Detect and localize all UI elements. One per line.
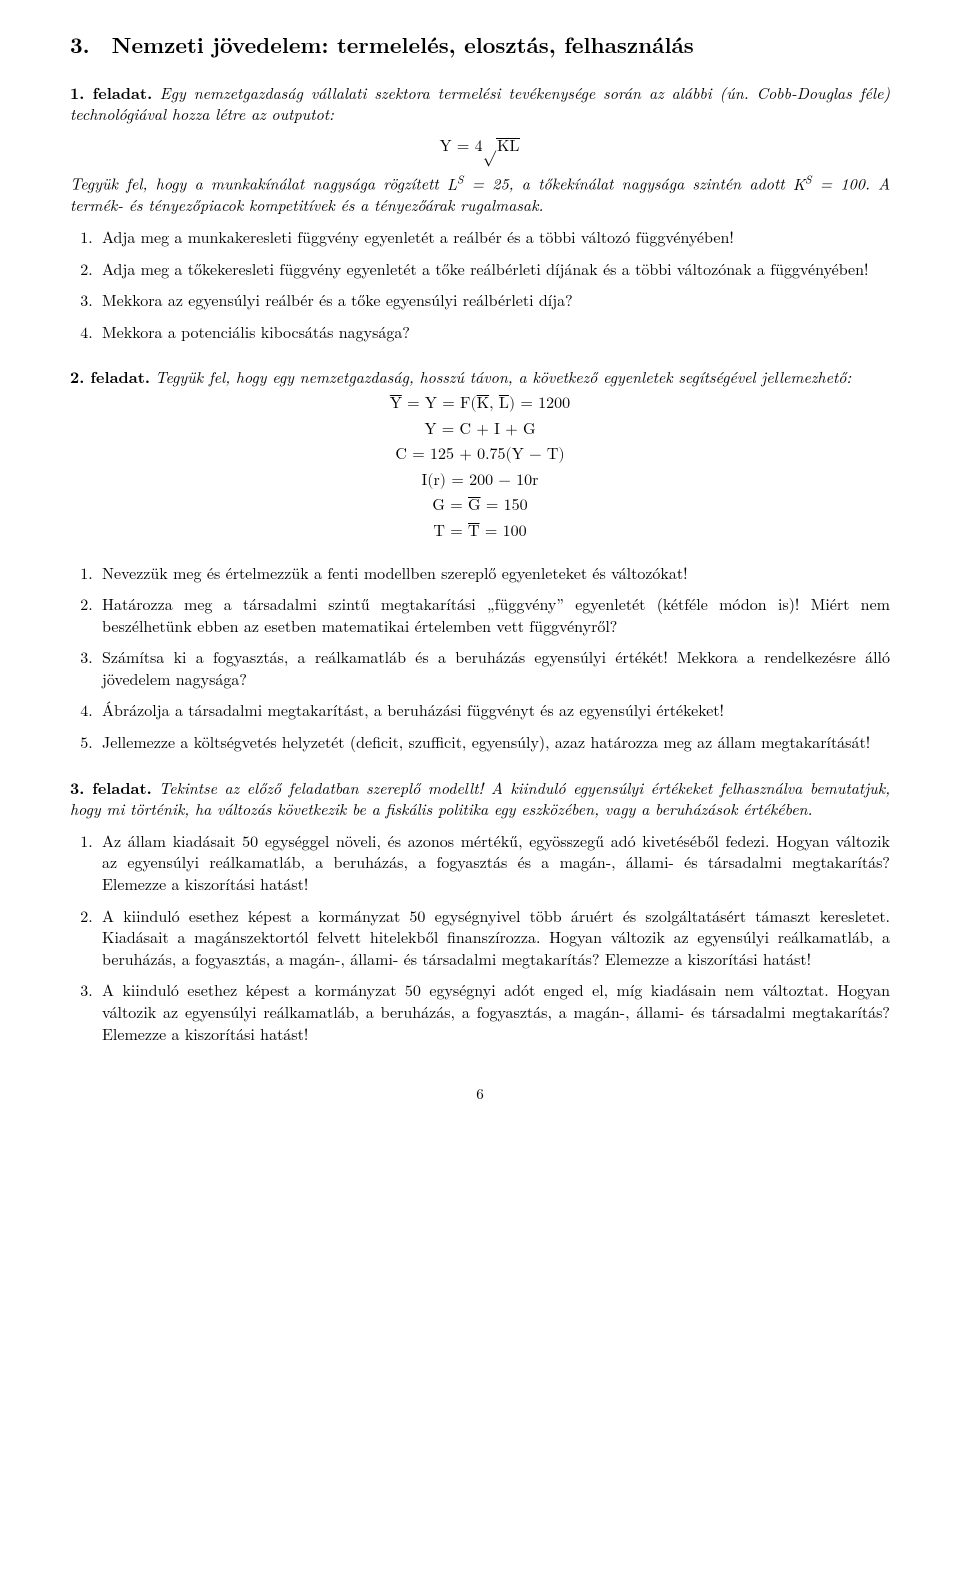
task-3-q1: Az állam kiadásait 50 egységgel növeli, … — [98, 830, 890, 895]
task-1-intro: 1. feladat. Egy nemzetgazdaság vállalati… — [70, 82, 890, 125]
eq-line-6: T = T = 100 — [70, 522, 890, 544]
page-number: 6 — [70, 1084, 890, 1104]
task-2-equations: Y = Y = F(K, L) = 1200 Y = C + I + G C =… — [70, 394, 890, 544]
task-2-label: 2. feladat. — [70, 365, 150, 388]
sqrt-icon: KL — [483, 137, 521, 159]
task-2-q4: Ábrázolja a társadalmi megtakarítást, a … — [98, 699, 890, 721]
task-3-label: 3. feladat. — [70, 776, 152, 799]
chapter-heading: 3. Nemzeti jövedelem: termelelés, eloszt… — [70, 30, 890, 60]
task-3-intro: 3. feladat. Tekintse az előző feladatban… — [70, 777, 890, 820]
task-3-questions: Az állam kiadásait 50 egységgel növeli, … — [70, 830, 890, 1044]
task-1-label: 1. feladat. — [70, 81, 152, 104]
eq-line-3: C = 125 + 0.75(Y − T) — [70, 445, 890, 467]
task-3-lead: Tekintse az előző feladatban szereplő mo… — [70, 776, 890, 821]
task-1-q2: Adja meg a tőkekeresleti függvény egyenl… — [98, 258, 890, 280]
task-2-q1: Nevezzük meg és értelmezzük a fenti mode… — [98, 562, 890, 584]
eq-line-5: G = G = 150 — [70, 496, 890, 518]
task-2-lead: Tegyük fel, hogy egy nemzetgazdaság, hos… — [155, 365, 851, 388]
eq-line-2: Y = C + I + G — [70, 420, 890, 442]
eq-line-4: I(r) = 200 − 10r — [70, 471, 890, 493]
task-1-equation: Y = 4KL — [70, 137, 890, 159]
task-1-conditions: Tegyük fel, hogy a munkakínálat nagysága… — [70, 172, 890, 216]
task-1-lead: Egy nemzetgazdaság vállalati szektora te… — [70, 81, 890, 126]
cond-text-a: Tegyük fel, hogy a munkakínálat nagysága… — [70, 172, 447, 195]
task-1-q1: Adja meg a munkakeresleti függvény egyen… — [98, 226, 890, 248]
task-1-q3: Mekkora az egyensúlyi reálbér és a tőke … — [98, 289, 890, 311]
task-2-q5: Jellemezze a költségvetés helyzetét (def… — [98, 731, 890, 753]
task-2-q2: Határozza meg a társadalmi szintű megtak… — [98, 593, 890, 636]
task-1-q4: Mekkora a potenciális kibocsátás nagyság… — [98, 321, 890, 343]
task-2-intro: 2. feladat. Tegyük fel, hogy egy nemzetg… — [70, 366, 890, 388]
task-2-q3: Számítsa ki a fogyasztás, a reálkamatláb… — [98, 646, 890, 689]
task-3-q2: A kiinduló esethez képest a kormányzat 5… — [98, 905, 890, 970]
eq-lhs: Y = 4 — [440, 139, 483, 155]
cond-text-b: = 25, a tőkekínálat nagysága szintén ado… — [464, 172, 793, 195]
ls-symbol: LS — [447, 172, 464, 195]
task-2-questions: Nevezzük meg és értelmezzük a fenti mode… — [70, 562, 890, 753]
ks-symbol: KS — [793, 172, 812, 195]
task-1-questions: Adja meg a munkakeresleti függvény egyen… — [70, 226, 890, 342]
eq-line-1: Y = Y = F(K, L) = 1200 — [70, 394, 890, 416]
task-3-q3: A kiinduló esethez képest a kormányzat 5… — [98, 979, 890, 1044]
